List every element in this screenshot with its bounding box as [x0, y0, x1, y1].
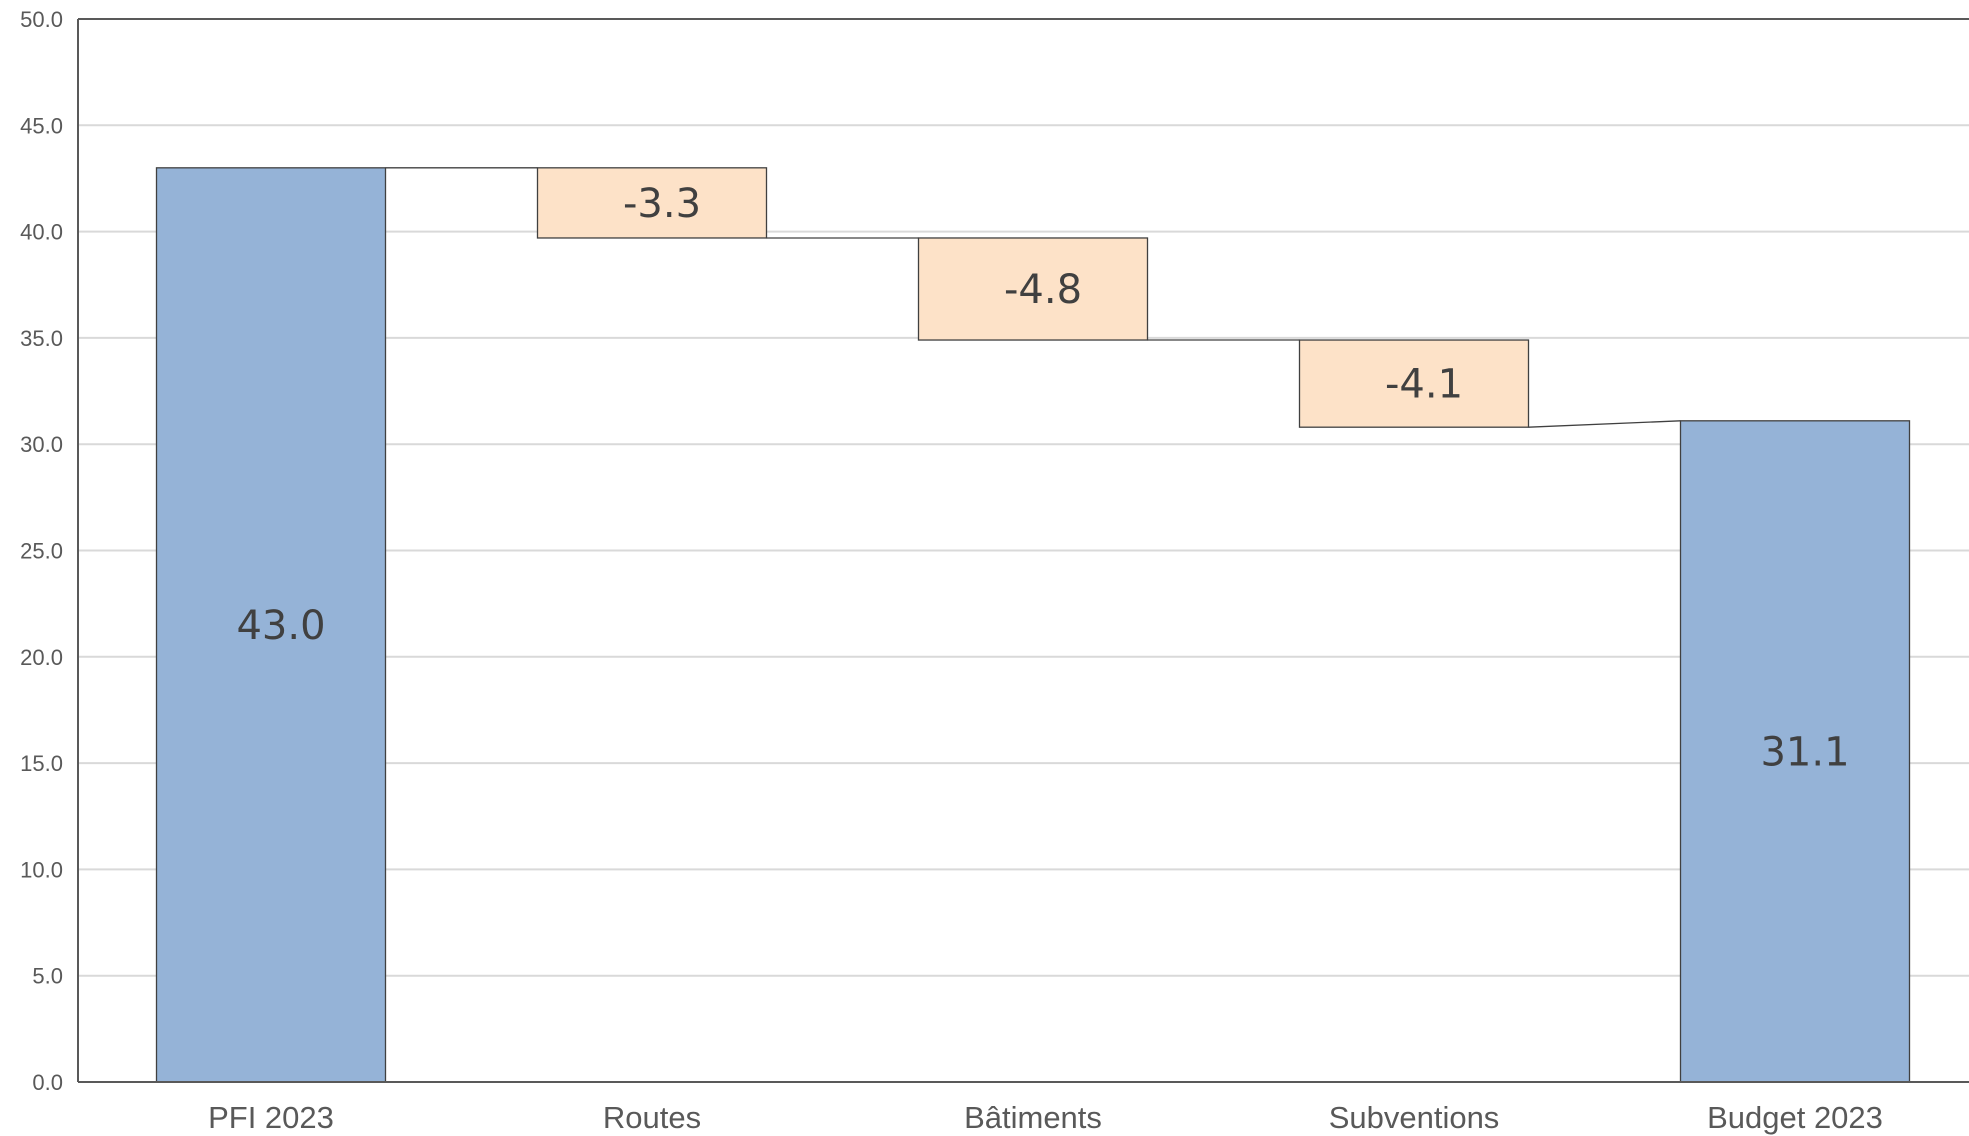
bar-value-label: -4.8 — [1004, 267, 1082, 313]
y-tick-label: 20.0 — [20, 645, 63, 670]
y-tick-label: 5.0 — [32, 964, 63, 989]
y-tick-label: 35.0 — [20, 326, 63, 351]
y-tick-label: 40.0 — [20, 220, 63, 245]
axes — [77, 18, 1969, 1083]
y-tick-label: 25.0 — [20, 539, 63, 564]
connector-line — [1528, 420, 1681, 428]
decrease-bar — [1298, 339, 1530, 428]
y-tick-label: 50.0 — [20, 7, 63, 32]
bar-value-label: 43.0 — [236, 603, 325, 649]
total-bar — [155, 167, 387, 1083]
y-tick-label: 10.0 — [20, 857, 63, 882]
total-bar — [1679, 420, 1911, 1083]
connectors — [385, 167, 1681, 428]
bars — [155, 167, 1911, 1083]
x-axis-category-labels: PFI 2023 Routes Bâtiments Subventions Budget… — [208, 1100, 1883, 1135]
y-axis-tick-labels: 0.0 5.0 10.0 15.0 20.0 25.0 30.0 35.0 40.0 45.0 50… — [20, 7, 63, 1095]
data-labels: 43.0 -3.3 -4.8 -4.1 31.1 — [236, 181, 1849, 776]
decrease-bar — [917, 237, 1149, 341]
y-tick-label: 0.0 — [32, 1070, 63, 1095]
y-tick-label: 15.0 — [20, 751, 63, 776]
bar-value-label: 31.1 — [1760, 729, 1849, 775]
y-tick-label: 30.0 — [20, 432, 63, 457]
x-category-label: Bâtiments — [964, 1100, 1102, 1135]
y-tick-label: 45.0 — [20, 113, 63, 138]
bar-value-label: -3.3 — [623, 181, 701, 227]
decrease-bar — [536, 167, 768, 239]
x-category-label: PFI 2023 — [208, 1100, 334, 1135]
bar-value-label: -4.1 — [1385, 362, 1463, 408]
x-category-label: Budget 2023 — [1707, 1100, 1883, 1135]
x-category-label: Subventions — [1329, 1100, 1500, 1135]
x-category-label: Routes — [603, 1100, 701, 1135]
